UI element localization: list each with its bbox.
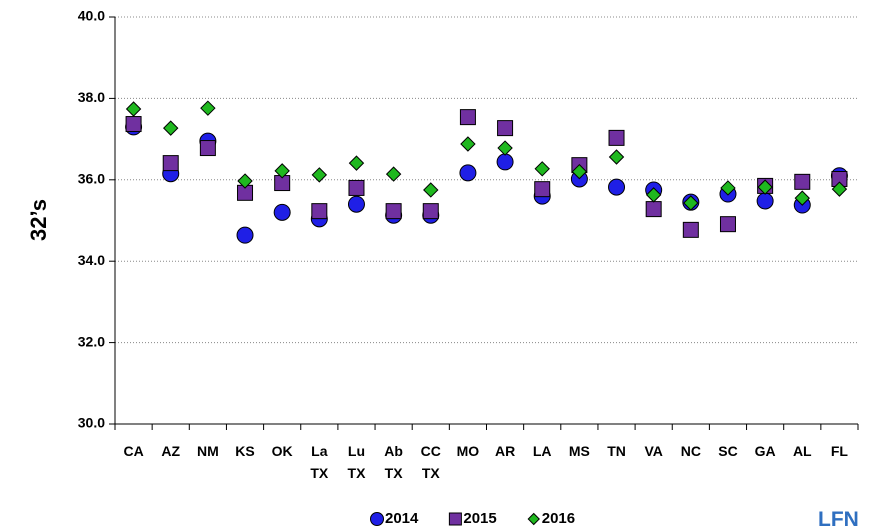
point <box>311 167 328 183</box>
x-tick-label: SC <box>718 443 737 459</box>
y-tick-label: 38.0 <box>78 89 105 105</box>
point <box>645 187 662 203</box>
point <box>347 195 365 213</box>
point <box>236 226 254 244</box>
x-tick-label: AR <box>495 443 515 459</box>
point <box>348 155 365 171</box>
point <box>459 164 477 182</box>
x-tick-label: NC <box>681 443 701 459</box>
x-tick-label: FL <box>831 443 849 459</box>
legend-label: 2016 <box>542 510 575 527</box>
x-tick-label: VA <box>644 443 662 459</box>
point <box>162 155 179 172</box>
x-tick-label: TN <box>607 443 626 459</box>
point <box>608 178 626 196</box>
x-tick-label: La TX <box>310 443 329 481</box>
point <box>682 221 699 238</box>
x-tick-label: CC TX <box>421 443 441 481</box>
point <box>274 163 290 179</box>
x-tick-label: MS <box>569 443 590 459</box>
x-tick-label: KS <box>235 443 254 459</box>
point <box>497 120 514 137</box>
point <box>200 100 216 116</box>
legend-marker <box>448 512 462 526</box>
point <box>237 173 253 189</box>
point <box>757 179 773 195</box>
legend-marker <box>370 512 384 526</box>
x-tick-label: OK <box>272 443 293 459</box>
y-tick-label: 36.0 <box>78 171 105 187</box>
point <box>497 140 513 156</box>
point <box>125 116 142 133</box>
x-tick-label: AL <box>793 443 812 459</box>
point <box>348 179 365 196</box>
x-tick-label: AZ <box>161 443 180 459</box>
legend-label: 2015 <box>463 510 496 527</box>
point <box>163 120 179 136</box>
point <box>720 180 736 196</box>
x-tick-label: NM <box>197 443 219 459</box>
legend-label: 2014 <box>385 510 419 527</box>
x-tick-label: MO <box>457 443 480 459</box>
point <box>534 181 551 198</box>
legend-marker <box>527 512 540 526</box>
x-tick-label: GA <box>755 443 776 459</box>
watermark: LFN <box>818 508 859 528</box>
y-tick-label: 32.0 <box>78 333 105 349</box>
point <box>311 203 328 220</box>
point <box>608 149 625 165</box>
point <box>571 163 588 180</box>
y-axis-label: 32’s <box>26 199 51 241</box>
point <box>460 136 476 152</box>
point <box>534 161 550 177</box>
x-tick-label: CA <box>123 443 143 459</box>
point <box>422 203 439 220</box>
point <box>385 203 402 220</box>
point <box>273 203 291 221</box>
point <box>385 166 402 182</box>
point <box>423 182 439 198</box>
point <box>756 192 774 210</box>
point <box>496 153 514 171</box>
y-tick-label: 40.0 <box>78 8 105 24</box>
y-tick-label: 30.0 <box>78 415 105 431</box>
point <box>719 216 736 233</box>
point <box>459 109 476 126</box>
y-tick-label: 34.0 <box>78 252 105 268</box>
point <box>794 173 811 190</box>
point <box>199 140 216 157</box>
point <box>608 129 625 146</box>
x-tick-label: Ab TX <box>384 443 403 481</box>
x-tick-label: Lu TX <box>348 443 367 481</box>
point <box>831 181 848 197</box>
point <box>125 101 142 117</box>
point <box>683 195 699 211</box>
point <box>794 190 810 206</box>
point <box>645 201 662 218</box>
x-tick-label: LA <box>533 443 552 459</box>
